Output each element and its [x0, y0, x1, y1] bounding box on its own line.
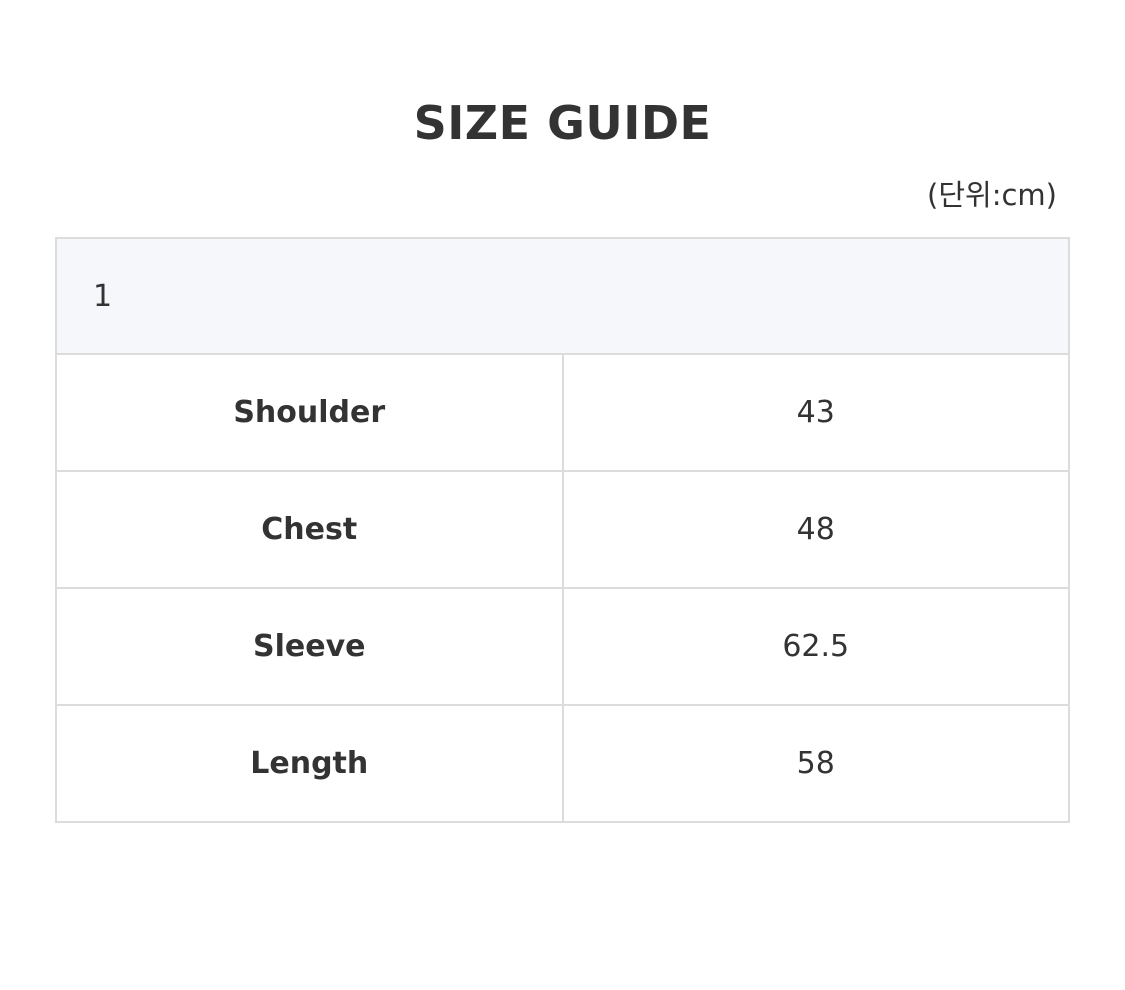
row-value: 62.5 — [561, 587, 1070, 706]
size-table: 1 Shoulder 43 Chest 48 Sleeve 62.5 Lengt… — [55, 237, 1070, 823]
row-value: 58 — [561, 704, 1070, 823]
row-value: 48 — [561, 470, 1070, 589]
table-row: Shoulder 43 — [55, 353, 1070, 472]
table-header-row: 1 — [55, 237, 1070, 355]
row-label: Sleeve — [55, 587, 564, 706]
page-title: SIZE GUIDE — [413, 96, 712, 150]
row-value: 43 — [561, 353, 1070, 472]
table-row: Chest 48 — [55, 470, 1070, 589]
unit-label: (단위:cm) — [927, 178, 1057, 212]
row-label: Shoulder — [55, 353, 564, 472]
table-row: Sleeve 62.5 — [55, 587, 1070, 706]
row-label: Chest — [55, 470, 564, 589]
row-label: Length — [55, 704, 564, 823]
table-row: Length 58 — [55, 704, 1070, 823]
size-header: 1 — [55, 237, 1070, 355]
